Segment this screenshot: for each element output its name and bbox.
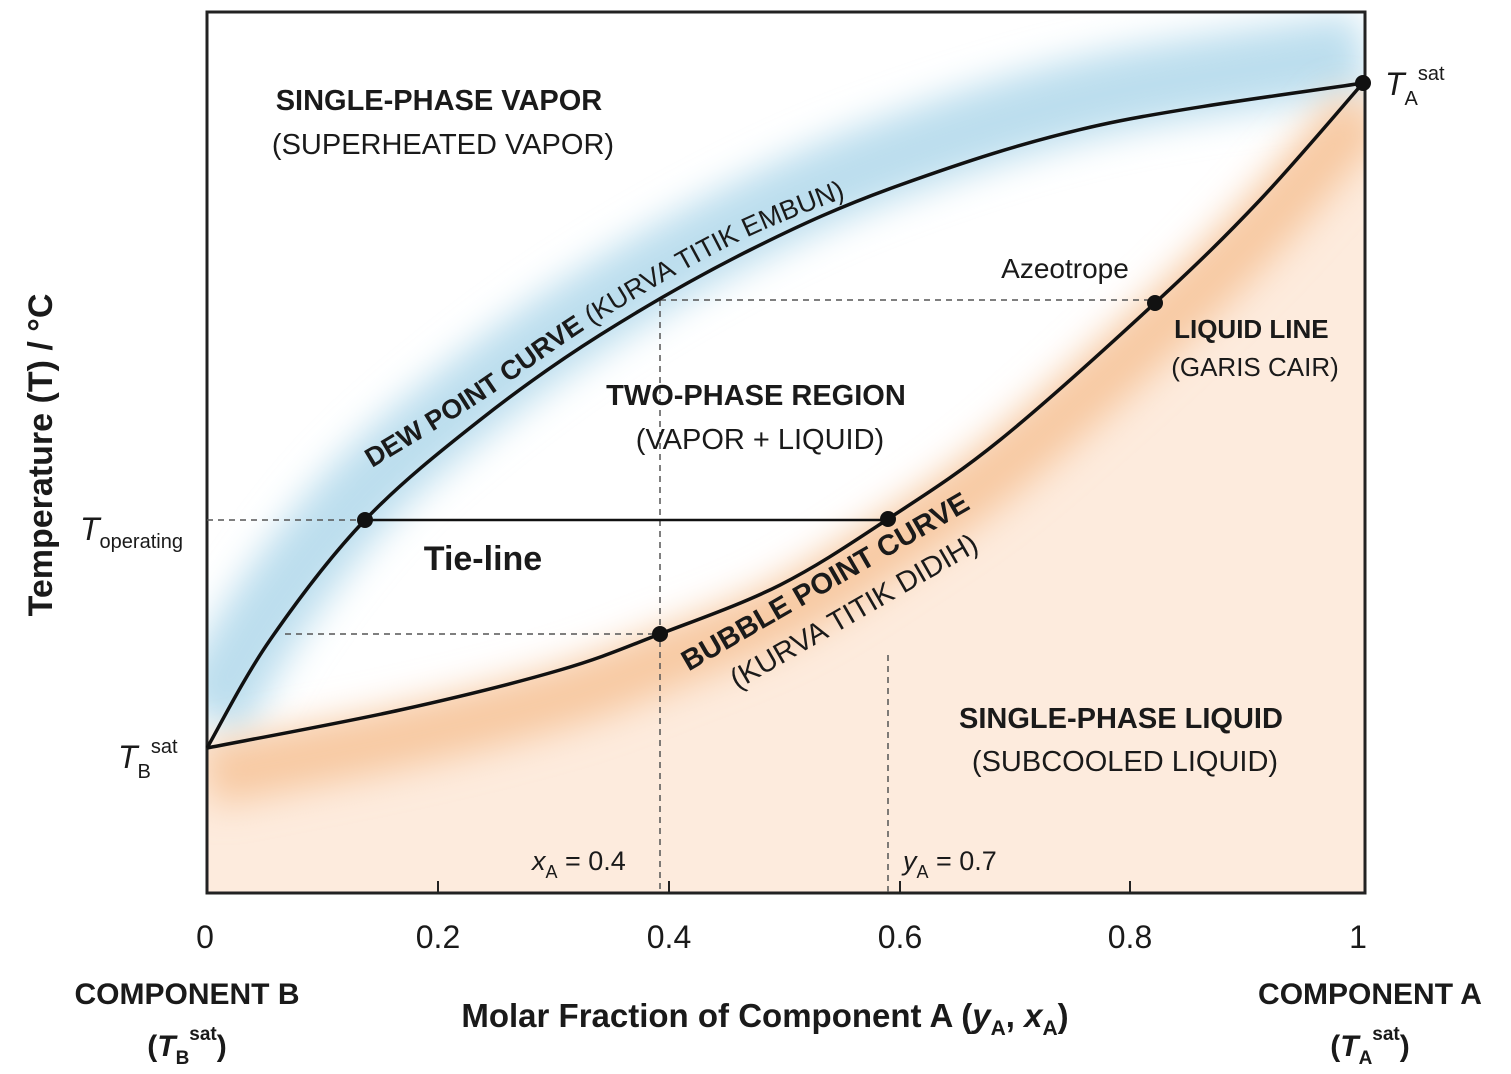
text-part: operating [100, 531, 183, 553]
text-part: ) [217, 1030, 227, 1063]
x-tick-label: 1 [1349, 919, 1367, 955]
t-b-sat: TBsat [118, 736, 178, 783]
text-part: (SUBCOOLED LIQUID) [972, 746, 1278, 778]
t-a-sat: TAsat [1385, 63, 1445, 110]
region-label: SINGLE-PHASE VAPOR (SUPERHEATED VAPOR) [272, 85, 614, 161]
shape [652, 626, 668, 642]
x-tick-label: 0.2 [416, 919, 460, 955]
bubble-curve [206, 81, 1365, 750]
component-b: COMPONENT B [75, 978, 300, 1011]
text-part: A [546, 862, 558, 882]
component-a-symbol: (TAsat) [1330, 1024, 1410, 1069]
shading [207, 13, 1365, 893]
y-axis-label: Temperature (T) / °C [22, 294, 60, 617]
text-part: DEW POINT CURVE [360, 309, 589, 473]
text-part: LIQUID LINE [1174, 314, 1329, 344]
region-label: LIQUID LINE (GARIS CAIR) [1171, 314, 1339, 382]
shape [357, 512, 373, 528]
x-tick-labels: 0 0.2 0.4 0.6 0.8 1 [196, 919, 1367, 955]
y-a-label: yA = 0.7 [901, 846, 997, 882]
tie-line-label: Tie-line [424, 540, 542, 578]
text-part: A [1405, 88, 1419, 110]
shape [880, 511, 896, 527]
text-part: T [1385, 66, 1407, 102]
x-tick-label: 0.8 [1108, 919, 1152, 955]
text-part: (SUPERHEATED VAPOR) [272, 129, 614, 161]
x-axis-label: Molar Fraction of Component A (yA, xA) [461, 997, 1068, 1040]
text-part: ) [1400, 1030, 1410, 1063]
x-tick-label: 0 [196, 919, 214, 955]
t-operating: Toperating [80, 511, 183, 553]
x-a-label: xA = 0.4 [530, 846, 626, 882]
text-part: Molar Fraction of Component A ( [461, 997, 972, 1034]
x-ticks [437, 881, 1131, 893]
vapor-glow [207, 13, 1365, 739]
text-part: ( [1330, 1030, 1340, 1063]
dew-curve [205, 81, 1364, 749]
text-part: TWO-PHASE REGION [606, 380, 906, 412]
region-label: TWO-PHASE REGION (VAPOR + LIQUID) [606, 380, 914, 456]
text-part: A [1042, 1017, 1057, 1040]
text-part: , [1006, 997, 1024, 1034]
text-part: x [530, 846, 547, 876]
text-part: SINGLE-PHASE VAPOR [276, 85, 603, 117]
text-part: = 0.7 [929, 846, 997, 876]
text-part: B [138, 761, 151, 783]
text-part: sat [151, 736, 178, 758]
text-part: sat [1372, 1024, 1400, 1045]
text-part: ) [1058, 997, 1069, 1034]
text-part: = 0.4 [558, 846, 626, 876]
text-part: T [80, 511, 102, 547]
text-part: A [991, 1017, 1006, 1040]
text-part: T [157, 1030, 178, 1063]
plot-frame [205, 10, 1367, 895]
x-tick-label: 0.6 [878, 919, 922, 955]
x-tick-label: 0.4 [647, 919, 691, 955]
text-part: T [1340, 1030, 1361, 1063]
text-part: y [901, 846, 918, 876]
text-part: B [176, 1048, 190, 1069]
azeotrope-label: Azeotrope [1001, 253, 1129, 284]
text-part: x [1022, 997, 1044, 1034]
text-part: (VAPOR + LIQUID) [636, 424, 884, 456]
shape [1147, 295, 1163, 311]
points [357, 75, 1371, 642]
liquid-glow [207, 91, 1365, 806]
region-label: SINGLE-PHASE LIQUID (SUBCOOLED LIQUID) [959, 703, 1291, 778]
text-part: sat [1418, 63, 1445, 85]
component-b-symbol: (TBsat) [147, 1024, 227, 1069]
text-part: A [1359, 1048, 1373, 1069]
shape [1355, 75, 1371, 91]
text-part: sat [189, 1024, 217, 1045]
component-a: COMPONENT A [1258, 978, 1482, 1011]
text-part: A [917, 862, 929, 882]
text-part: ( [147, 1030, 157, 1063]
text-part: T [118, 739, 140, 775]
text-part: y [970, 997, 992, 1034]
text-part: (GARIS CAIR) [1171, 352, 1339, 382]
text-part: SINGLE-PHASE LIQUID [959, 703, 1283, 735]
